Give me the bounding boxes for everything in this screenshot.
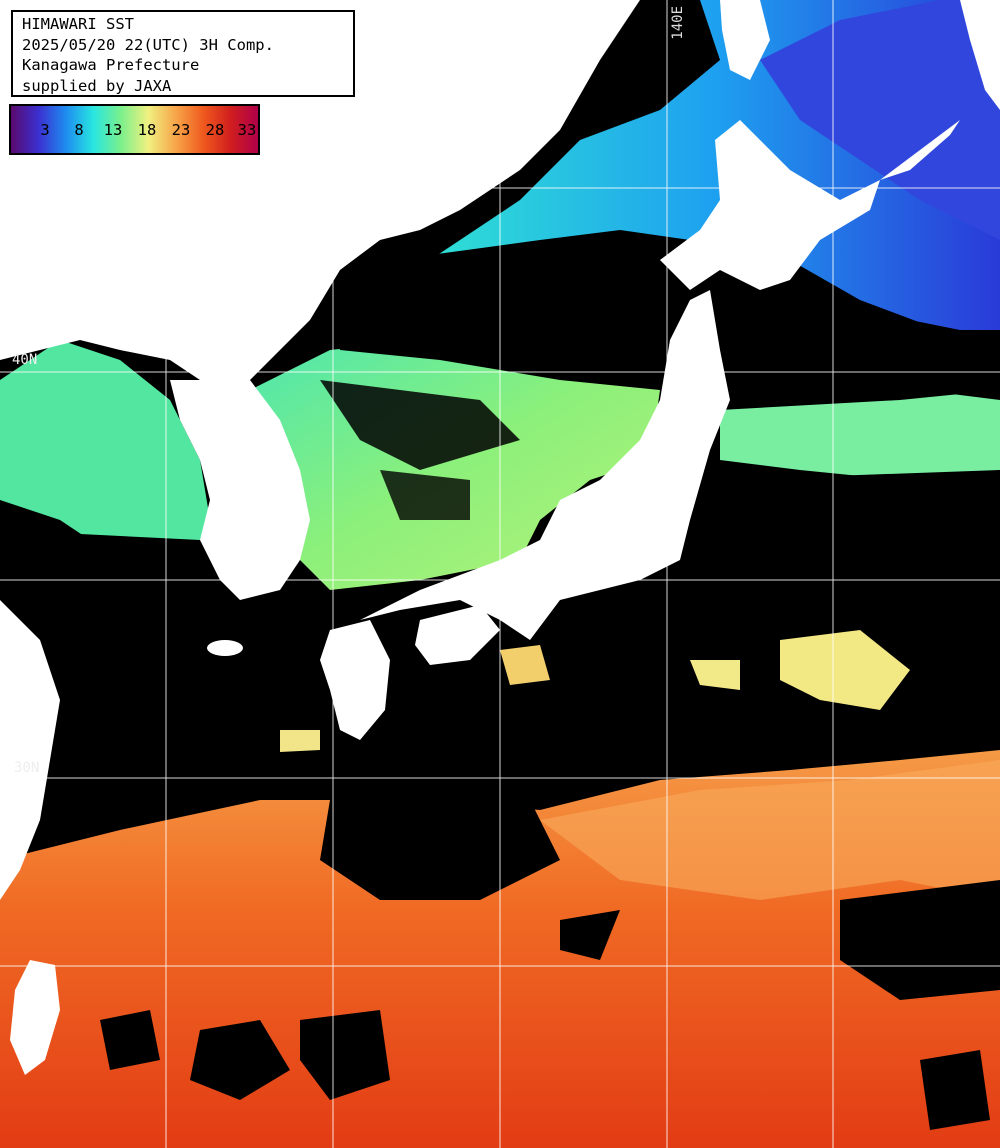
map-title-box: HIMAWARI SST 2025/05/20 22(UTC) 3H Comp.… (11, 10, 355, 97)
legend-tick: 8 (74, 121, 84, 139)
map-credit: supplied by JAXA (22, 76, 172, 95)
cloud-patch (840, 880, 1000, 1000)
warm-patch (500, 645, 550, 685)
yellow-sea (0, 340, 210, 560)
warm-patch (780, 630, 910, 710)
legend-tick: 33 (237, 121, 257, 139)
land-kamchatka (960, 0, 1000, 110)
cloud-patch (100, 1010, 160, 1070)
map-region: Kanagawa Prefecture (22, 56, 200, 74)
cloud-band (320, 380, 520, 470)
warm-water-highlight (540, 760, 1000, 900)
land-korea (170, 380, 310, 600)
cloud-band (380, 470, 470, 520)
cloud-patch (190, 1020, 290, 1100)
legend-tick: 18 (137, 121, 157, 139)
color-scale-legend: 3 8 13 18 23 28 33 (9, 104, 260, 155)
legend-tick: 23 (171, 121, 191, 139)
lon-label-140e: 140E (670, 6, 686, 40)
land-sakhalin (720, 0, 770, 80)
pacific-east-honshu (720, 390, 1000, 480)
land-shikoku (415, 605, 500, 665)
cloud-band (0, 530, 240, 700)
okhotsk-deep-blue (760, 0, 1000, 240)
map-datetime: 2025/05/20 22(UTC) 3H Comp. (22, 35, 274, 54)
land-hokkaido (660, 120, 880, 290)
lat-label-40n: 40N (12, 352, 38, 368)
legend-tick: 3 (40, 121, 50, 139)
cloud-band (320, 240, 1000, 410)
lat-label-30n: 30N (14, 760, 40, 776)
land-china-east (0, 600, 60, 900)
legend-tick: 13 (103, 121, 123, 139)
legend-tick-labels: 3 8 13 18 23 28 33 (11, 106, 258, 153)
land-kurils (880, 120, 960, 180)
cloud-patch (560, 910, 620, 960)
land (0, 0, 1000, 1075)
map-title: HIMAWARI SST (22, 15, 134, 33)
land-kyushu (320, 620, 390, 740)
warm-patch (690, 660, 740, 690)
cloud-patch (920, 1050, 990, 1130)
land-mainland-north (0, 0, 640, 410)
legend-tick: 28 (205, 121, 225, 139)
land-taiwan (10, 960, 60, 1075)
warm-patch (280, 730, 320, 752)
land-honshu (360, 290, 730, 640)
cloud-patch (300, 1010, 390, 1100)
cloud-band (680, 470, 1000, 640)
cloud-band (360, 640, 700, 790)
